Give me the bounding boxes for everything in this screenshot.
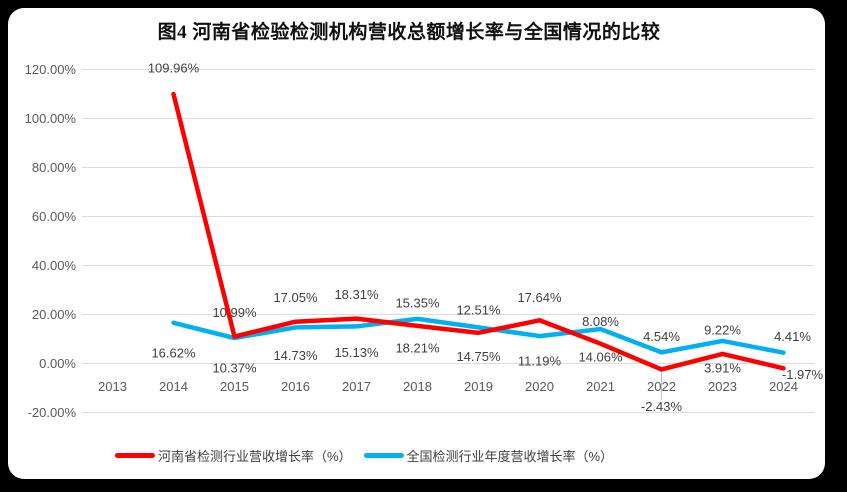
x-axis-label: 2019	[464, 379, 493, 394]
data-label-national: 18.21%	[395, 340, 440, 355]
x-axis-label: 2014	[159, 379, 188, 394]
data-label-henan: 8.08%	[582, 314, 619, 329]
y-axis-label: 0.00%	[39, 356, 76, 371]
data-label-national: 10.37%	[212, 361, 257, 376]
x-axis-label: 2016	[281, 379, 310, 394]
data-label-henan: -1.97%	[782, 367, 824, 382]
y-axis-label: -20.00%	[28, 405, 77, 420]
data-label-henan: 17.64%	[517, 290, 562, 305]
x-axis-label: 2017	[342, 379, 371, 394]
data-label-national: 14.73%	[273, 348, 318, 363]
y-axis-label: 40.00%	[32, 258, 77, 273]
legend-swatch-red	[114, 453, 155, 458]
data-label-national: 9.22%	[704, 322, 741, 337]
legend-label: 全国检测行业年度营收增长率（%）	[406, 449, 614, 464]
legend-swatch-blue	[363, 453, 404, 458]
y-axis-label: 100.00%	[25, 111, 77, 126]
data-label-national: 14.75%	[456, 349, 501, 364]
series-line-henan	[171, 91, 786, 372]
x-axis-label: 2020	[525, 379, 554, 394]
legend-label: 河南省检测行业营收增长率（%）	[157, 449, 352, 464]
legend-item-national: 全国检测行业年度营收增长率（%）	[363, 446, 614, 465]
x-axis-label: 2013	[98, 379, 127, 394]
data-label-henan: 17.05%	[273, 290, 318, 305]
data-label-national: 14.06%	[578, 350, 623, 365]
data-label-henan: -2.43%	[641, 399, 683, 414]
data-label-henan: 3.91%	[704, 360, 741, 375]
legend-item-henan: 河南省检测行业营收增长率（%）	[114, 446, 352, 465]
data-label-national: 4.54%	[643, 329, 680, 344]
x-axis-label: 2024	[769, 379, 798, 394]
data-label-henan: 12.51%	[456, 302, 501, 317]
chart-legend: 河南省检测行业营收增长率（%） 全国检测行业年度营收增长率（%）	[114, 446, 614, 465]
chart-title: 图4 河南省检验检测机构营收总额增长率与全国情况的比较	[157, 22, 661, 43]
x-axis-label: 2021	[586, 379, 615, 394]
data-label-national: 4.41%	[774, 329, 811, 344]
data-label-henan: 109.96%	[148, 61, 200, 76]
y-axis-label: 20.00%	[32, 307, 77, 322]
x-axis-label: 2023	[708, 379, 737, 394]
x-axis-label: 2015	[220, 379, 249, 394]
y-axis-label: 120.00%	[25, 62, 77, 77]
data-label-national: 15.13%	[334, 345, 379, 360]
data-label-henan: 15.35%	[395, 295, 440, 310]
y-axis-label: 60.00%	[32, 209, 77, 224]
data-label-national: 11.19%	[518, 354, 562, 369]
data-label-national: 16.62%	[151, 345, 196, 360]
data-label-henan: 18.31%	[334, 287, 379, 302]
data-label-henan: 10.99%	[212, 305, 257, 320]
x-axis-label: 2018	[403, 379, 432, 394]
series-line-national	[171, 316, 786, 355]
y-axis-label: 80.00%	[32, 160, 77, 175]
chart-panel	[8, 8, 825, 479]
